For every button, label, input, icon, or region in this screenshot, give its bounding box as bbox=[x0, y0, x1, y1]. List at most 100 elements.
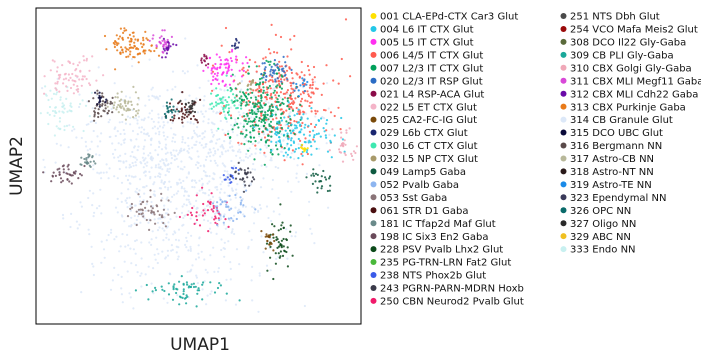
scatter-point bbox=[322, 108, 326, 112]
scatter-point bbox=[163, 112, 166, 116]
scatter-point bbox=[61, 179, 64, 182]
scatter-point bbox=[276, 108, 279, 111]
scatter-point bbox=[219, 203, 222, 206]
scatter-point bbox=[222, 247, 225, 250]
scatter-point bbox=[198, 141, 201, 144]
scatter-point bbox=[219, 215, 222, 218]
scatter-point bbox=[211, 70, 215, 73]
scatter-point bbox=[189, 247, 192, 251]
scatter-point bbox=[79, 172, 82, 176]
scatter-point bbox=[286, 180, 290, 183]
scatter-point bbox=[191, 110, 194, 113]
scatter-point bbox=[277, 245, 281, 248]
scatter-point bbox=[80, 174, 83, 177]
legend-label: 020 L2/3 IT RSP Glut bbox=[380, 76, 483, 87]
scatter-point bbox=[195, 199, 198, 202]
scatter-point bbox=[268, 236, 271, 239]
scatter-point bbox=[176, 113, 179, 116]
scatter-point bbox=[250, 109, 253, 112]
scatter-point bbox=[191, 102, 194, 105]
scatter-point bbox=[194, 285, 197, 288]
scatter-point bbox=[273, 89, 276, 92]
scatter-point bbox=[166, 196, 169, 199]
scatter-point bbox=[210, 208, 213, 211]
scatter-point bbox=[182, 179, 185, 183]
scatter-point bbox=[91, 156, 94, 159]
scatter-point bbox=[195, 305, 198, 308]
scatter-point bbox=[164, 152, 167, 155]
scatter-point bbox=[262, 177, 265, 180]
scatter-point bbox=[201, 214, 204, 217]
legend-label: 329 ABC NN bbox=[570, 232, 631, 243]
scatter-point bbox=[237, 117, 240, 120]
scatter-point bbox=[271, 74, 274, 77]
scatter-point bbox=[290, 82, 293, 85]
scatter-point bbox=[130, 38, 133, 41]
scatter-point bbox=[248, 184, 251, 187]
scatter-point bbox=[325, 136, 328, 139]
legend-label: 254 VCO Mafa Meis2 Glut bbox=[570, 25, 698, 36]
legend-entry: 020 L2/3 IT RSP Glut bbox=[370, 76, 483, 87]
scatter-point bbox=[223, 89, 226, 92]
scatter-point bbox=[176, 258, 179, 261]
scatter-point bbox=[289, 132, 293, 135]
scatter-point bbox=[134, 289, 137, 292]
scatter-point bbox=[182, 216, 185, 220]
scatter-point bbox=[239, 122, 242, 125]
scatter-point bbox=[301, 143, 304, 146]
scatter-point bbox=[154, 132, 157, 135]
legend-label: 049 Lamp5 Gaba bbox=[380, 167, 466, 178]
scatter-point bbox=[88, 69, 91, 72]
scatter-point bbox=[252, 162, 255, 166]
scatter-point bbox=[142, 39, 145, 42]
scatter-point bbox=[239, 132, 242, 135]
scatter-point bbox=[230, 50, 234, 53]
scatter-point bbox=[71, 72, 74, 76]
scatter-point bbox=[89, 148, 92, 151]
scatter-point bbox=[230, 117, 233, 120]
scatter-point bbox=[230, 88, 233, 91]
scatter-point bbox=[54, 87, 57, 90]
scatter-point bbox=[297, 137, 300, 141]
scatter-point bbox=[76, 90, 80, 93]
scatter-point bbox=[305, 172, 308, 175]
scatter-point bbox=[78, 105, 81, 109]
scatter-point bbox=[195, 274, 198, 277]
scatter-point bbox=[114, 148, 117, 151]
scatter-point bbox=[139, 221, 142, 224]
scatter-point bbox=[175, 157, 178, 160]
scatter-point bbox=[218, 56, 221, 59]
scatter-point bbox=[170, 244, 173, 247]
scatter-point bbox=[207, 151, 210, 154]
scatter-point bbox=[275, 257, 278, 260]
scatter-point bbox=[161, 250, 164, 253]
scatter-point bbox=[259, 186, 263, 189]
scatter-point bbox=[258, 203, 261, 207]
legend-marker bbox=[560, 181, 567, 188]
scatter-point bbox=[216, 201, 219, 204]
scatter-point bbox=[337, 106, 340, 109]
scatter-point bbox=[212, 200, 215, 203]
scatter-point bbox=[230, 59, 233, 63]
scatter-point bbox=[285, 250, 288, 254]
scatter-point bbox=[92, 160, 95, 163]
scatter-point bbox=[150, 109, 154, 112]
scatter-point bbox=[87, 156, 90, 159]
scatter-point bbox=[171, 121, 174, 124]
scatter-point bbox=[162, 131, 165, 134]
scatter-point bbox=[55, 88, 58, 91]
scatter-point bbox=[134, 264, 138, 267]
scatter-point bbox=[80, 156, 83, 159]
scatter-point bbox=[102, 95, 105, 99]
scatter-point bbox=[294, 231, 298, 234]
scatter-point bbox=[275, 91, 278, 94]
scatter-point bbox=[166, 188, 170, 191]
scatter-point bbox=[185, 246, 188, 249]
scatter-point bbox=[225, 104, 228, 107]
scatter-point bbox=[323, 130, 326, 133]
scatter-point bbox=[295, 172, 298, 175]
scatter-point bbox=[207, 62, 210, 66]
scatter-point bbox=[219, 198, 222, 201]
scatter-point bbox=[211, 64, 215, 67]
scatter-point bbox=[111, 279, 114, 282]
